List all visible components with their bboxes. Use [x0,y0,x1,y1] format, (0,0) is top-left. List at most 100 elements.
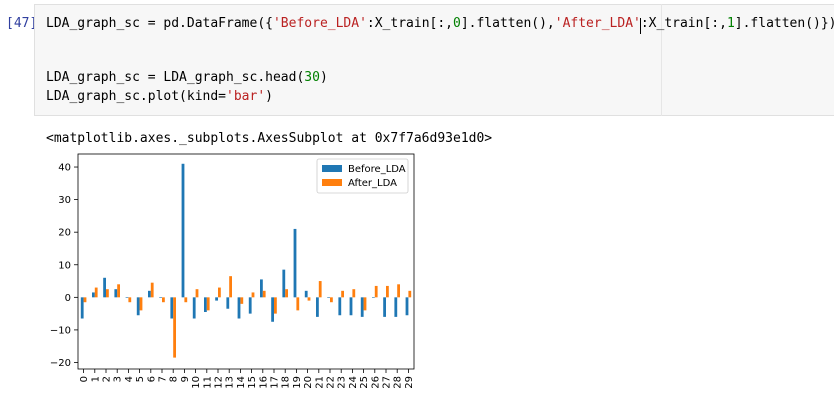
code-editor[interactable] [34,4,834,116]
bar-after-23 [341,290,344,298]
bar-before-25 [360,297,364,317]
x-tick-label: 27 [382,376,393,389]
code-line-1[interactable]: LDA_graph_sc = pd.DataFrame({'Before_LDA… [46,16,835,31]
bar-before-19 [293,228,297,298]
bar-after-19 [296,297,300,311]
bar-before-27 [383,297,386,317]
text-cursor [640,18,641,34]
bar-before-0 [80,297,84,319]
bar-before-12 [215,297,218,301]
bar-after-25 [363,297,367,311]
bar-before-7 [159,297,162,298]
bar-after-14 [240,297,244,304]
code-string: 'After_LDA' [554,16,641,31]
bar-before-6 [148,290,151,298]
bar-before-4 [125,297,129,298]
bar-before-8 [170,297,174,319]
bar-before-16 [260,279,263,298]
code-token: LDA_graph_sc.plot(kind= [46,89,227,104]
legend-label: Before_LDA [348,164,406,175]
x-tick-label: 4 [124,376,135,382]
bar-after-21 [318,281,322,298]
bar-after-17 [274,297,277,314]
bar-before-9 [181,163,185,298]
bar-before-29 [405,297,409,316]
x-tick-label: 28 [393,376,404,389]
bar-before-24 [349,297,353,316]
x-tick-label: 2 [102,376,113,382]
code-line-3[interactable]: LDA_graph_sc.plot(kind='bar') [46,89,273,104]
x-tick-label: 10 [191,376,202,389]
bar-before-21 [316,297,319,317]
x-tick-label: 1 [90,376,101,382]
x-tick-label: 20 [303,376,314,389]
ruler-line [661,4,662,116]
bar-after-13 [229,276,232,298]
legend-swatch [322,165,342,172]
bar-before-26 [372,297,375,298]
y-tick-label: 30 [58,195,71,206]
bar-before-10 [192,297,196,319]
bars-group [80,163,412,358]
x-tick-label: 13 [225,376,236,389]
bar-after-26 [374,285,378,298]
x-tick-label: 9 [180,376,191,382]
bar-before-17 [271,297,274,322]
code-cell[interactable]: [47] LDA_graph_sc = pd.DataFrame({'Befor… [0,0,835,118]
bar-after-22 [330,297,333,303]
bar-before-20 [304,290,308,298]
code-line-2[interactable]: LDA_graph_sc = LDA_graph_sc.head(30) [46,70,328,85]
code-token: ].flatten()}) [734,16,835,31]
bar-after-1 [94,287,98,298]
bar-after-15 [251,292,255,298]
bar-before-15 [248,297,252,314]
x-tick-label: 23 [337,376,348,389]
output-text: <matplotlib.axes._subplots.AxesSubplot a… [46,131,493,146]
code-number: 0 [453,16,461,31]
x-tick-label: 21 [314,376,325,389]
bar-after-2 [106,289,109,298]
x-tick-label: 0 [79,376,90,382]
bar-before-18 [282,269,286,298]
x-tick-label: 19 [292,376,303,389]
bar-before-22 [327,297,330,298]
y-tick-label: −10 [50,325,71,336]
x-axis: 0 1 2 3 4 5 6 7 8 9 10 11 12 13 14 15 16 17 18 19 20 21 22 23 24… [79,369,415,389]
legend-swatch [322,179,342,186]
bar-after-4 [128,297,132,303]
x-tick-label: 26 [370,376,381,389]
bar-after-8 [173,297,176,358]
x-tick-label: 7 [158,376,169,382]
y-tick-label: −20 [50,358,71,369]
code-token: ) [265,89,273,104]
x-tick-label: 24 [348,376,359,389]
bar-before-11 [204,297,207,312]
x-tick-label: 25 [359,376,370,389]
code-token: :X_train[:, [640,16,727,31]
bar-after-20 [307,297,311,301]
code-token: :X_train[:, [366,16,453,31]
bar-after-29 [408,290,412,298]
cell-prompt: [47] [6,16,38,31]
bar-after-3 [117,284,120,298]
x-tick-label: 12 [214,376,225,389]
y-tick-label: 20 [58,228,71,239]
x-tick-label: 8 [169,376,180,382]
x-tick-label: 15 [247,376,258,389]
bar-before-1 [92,292,95,298]
code-token: ) [319,70,328,85]
bar-before-3 [114,289,118,298]
bar-before-23 [338,297,342,316]
code-token: ].flatten(), [460,16,555,31]
y-tick-label: 0 [65,293,71,304]
code-string: 'Before_LDA' [272,16,367,31]
bar-before-28 [394,297,398,317]
code-number: 1 [726,16,735,31]
x-tick-label: 22 [326,376,337,389]
code-token: LDA_graph_sc = pd.DataFrame({ [46,16,273,31]
bar-after-28 [397,284,400,298]
bar-before-14 [237,297,241,319]
bar-after-0 [83,297,87,303]
y-tick-label: 40 [58,163,71,174]
